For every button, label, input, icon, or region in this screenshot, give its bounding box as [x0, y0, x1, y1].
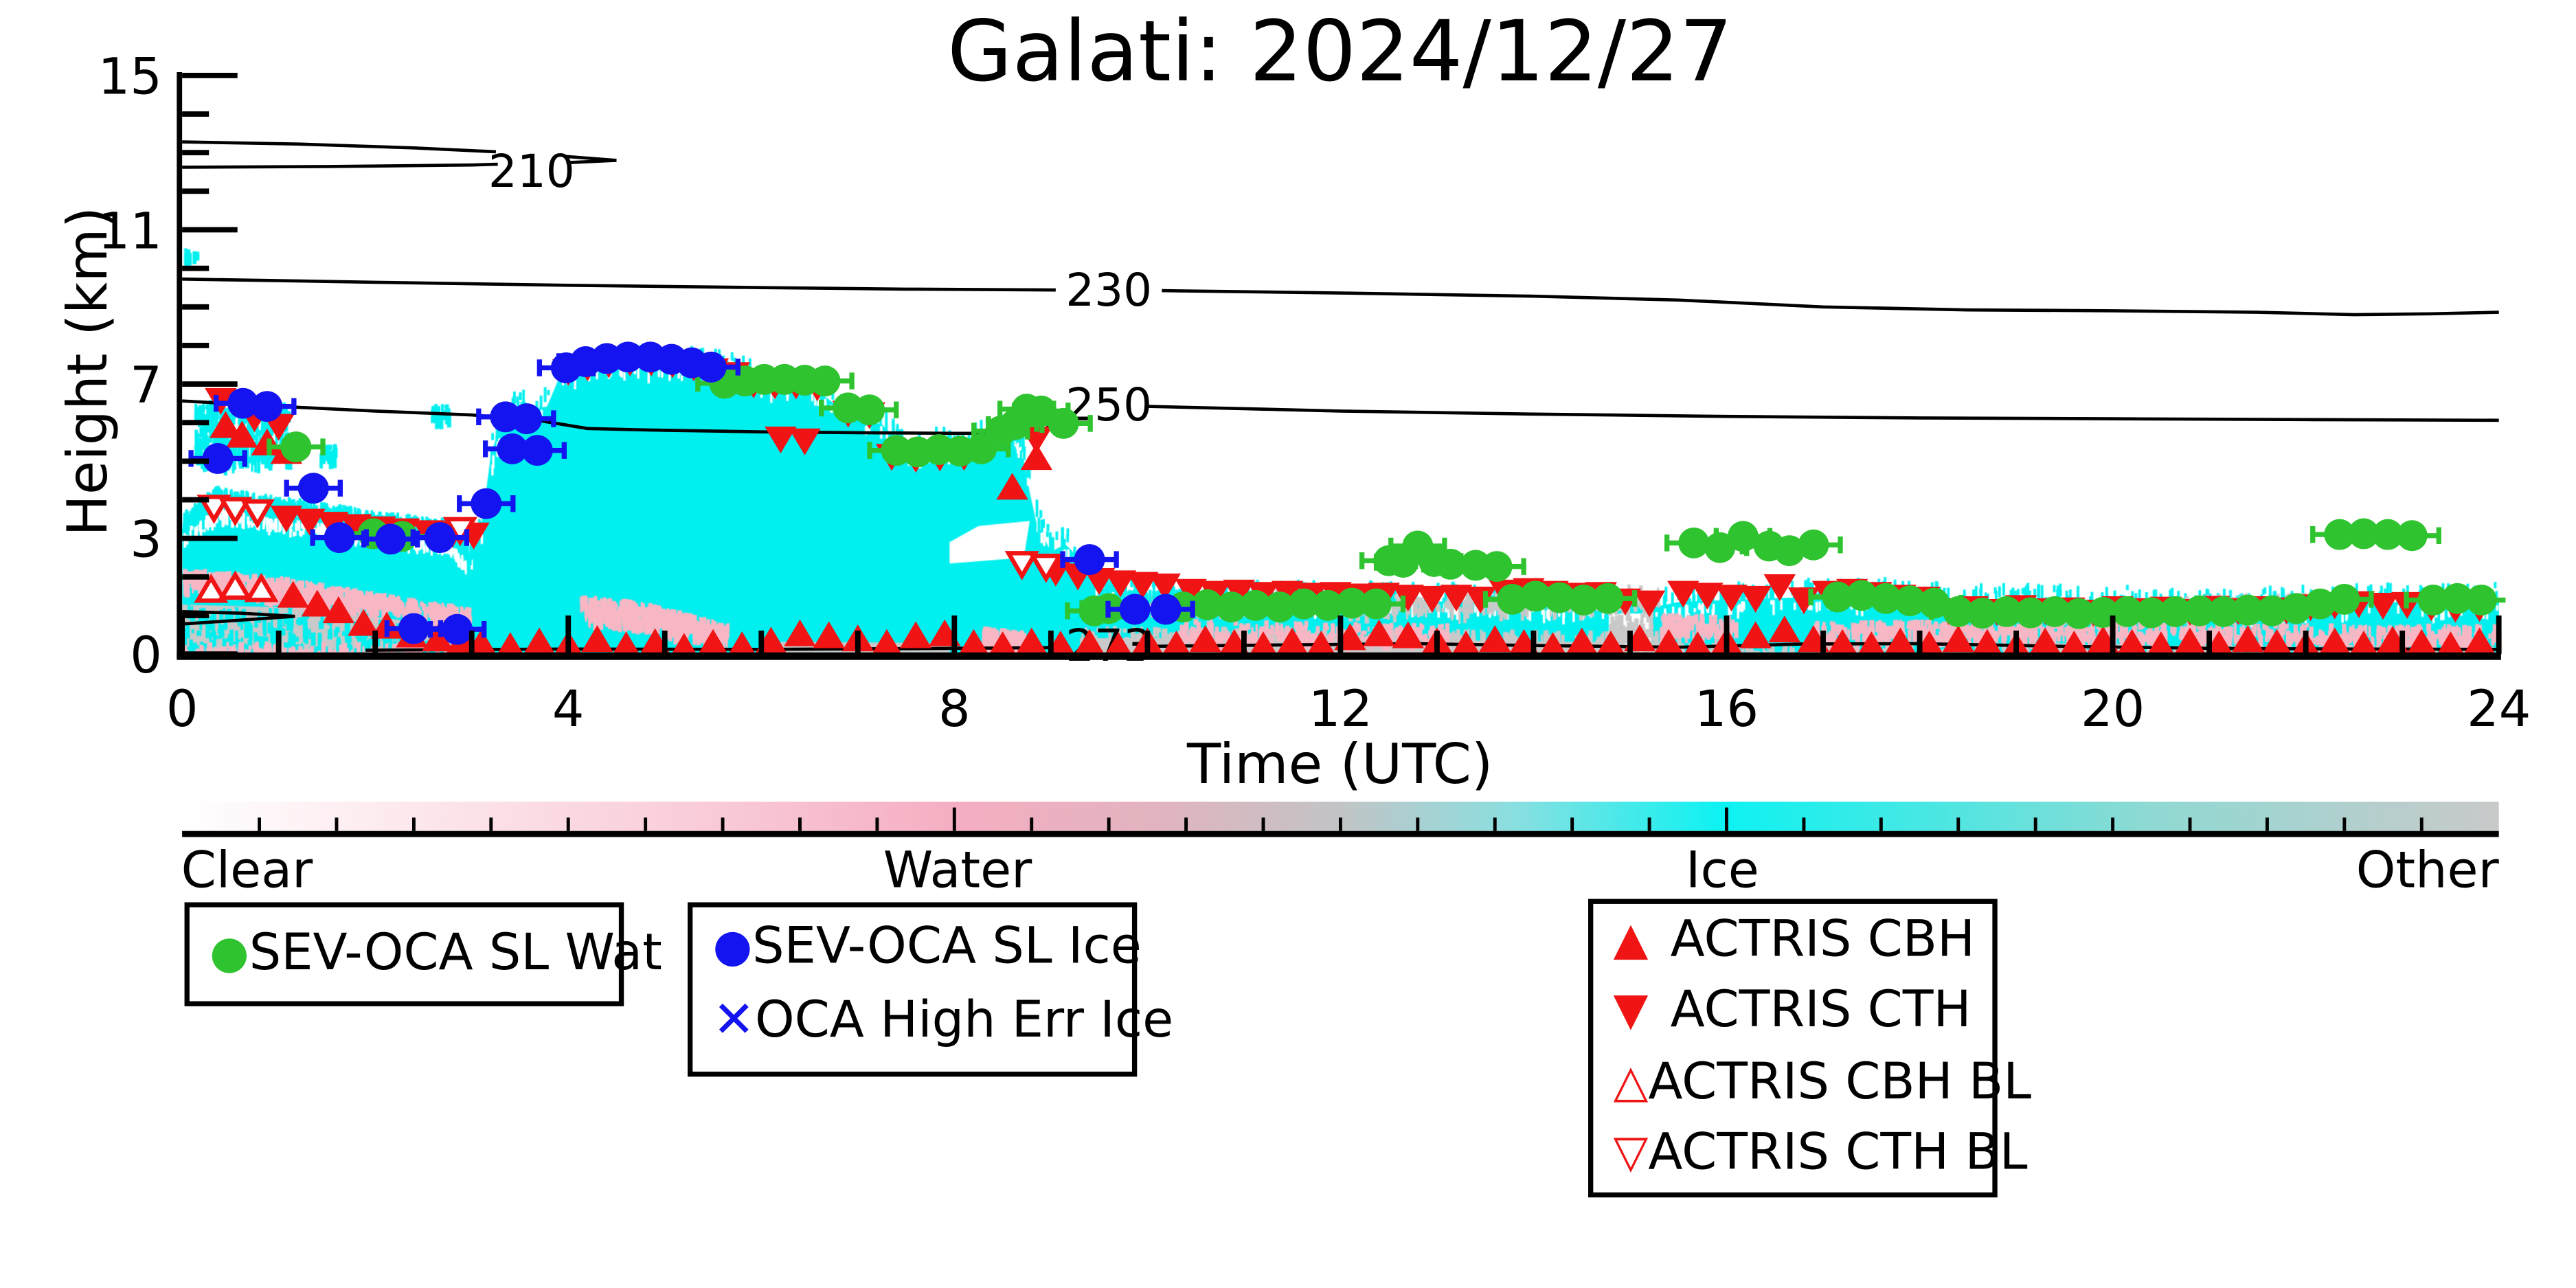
chart-title: Galati: 2024/12/27	[947, 3, 1733, 101]
contour-line-230	[1162, 289, 2499, 317]
series-sev-oca-sl-ice	[188, 341, 1195, 645]
legend-item: ● SEV-OCA SL Ice	[712, 909, 1142, 982]
axes: 0 4 8 12 16 20 24 0 3 7 11 15	[98, 48, 2531, 738]
y-tick-label: 3	[130, 511, 162, 569]
legend-item: ▽ ACTRIS CTH BL	[1613, 1118, 2028, 1189]
legend-item-label: SEV-OCA SL Ice	[752, 916, 1142, 975]
legend-item: ✕ OCA High Err Ice	[712, 984, 1174, 1057]
contour-line-273	[182, 610, 295, 618]
contour-label-210: 210	[488, 145, 575, 198]
legend-item-label: ACTRIS CTH BL	[1648, 1124, 2028, 1183]
y-axis-label: Height (km)	[54, 206, 120, 536]
scatter-series	[188, 341, 2506, 660]
x-tick-label: 8	[938, 680, 971, 738]
series-actris-cth	[205, 349, 2496, 627]
legend-item-label: ACTRIS CBH	[1670, 910, 1976, 969]
x-tick-label: 4	[552, 680, 585, 738]
legend-box-actris: ▲ ACTRIS CBH ▼ ACTRIS CTH △ ACTRIS CBH BL ▽ ACT…	[1588, 899, 2031, 1198]
legend-item-label: ACTRIS CBH BL	[1648, 1052, 2032, 1112]
y-tick-label: 15	[98, 48, 162, 106]
x-axis-spine	[177, 652, 2501, 660]
x-tick-label: 0	[166, 680, 199, 738]
contour-line-230	[182, 277, 1056, 292]
contour-line-210	[182, 140, 497, 154]
triangle-down-red-icon: ▼	[1613, 984, 1649, 1037]
series-sev-oca-sl-wat	[267, 363, 2506, 629]
series-actris-cbh-bl	[194, 570, 279, 603]
x-blue-icon: ✕	[712, 990, 755, 1050]
y-tick-label: 7	[130, 357, 162, 415]
legend-item: △ ACTRIS CBH BL	[1613, 1046, 2031, 1118]
x-tick-label: 16	[1695, 680, 1759, 738]
x-tick-label: 24	[2467, 680, 2531, 738]
x-axis-label: Time (UTC)	[1187, 731, 1493, 797]
legend-item: ● SEV-OCA SL Wat	[210, 917, 662, 989]
circle-green-icon: ●	[210, 927, 249, 980]
legend-item-label: ACTRIS CTH	[1670, 981, 1971, 1041]
classification-colorbar	[182, 801, 2499, 837]
legend-item: ▼ ACTRIS CTH	[1614, 975, 1993, 1047]
triangle-up-red-icon: ▲	[1613, 913, 1649, 966]
colorbar-label-clear: Clear	[181, 841, 313, 901]
triangle-up-open-red-icon: △	[1613, 1056, 1649, 1109]
contour-line-273	[181, 614, 295, 626]
colorbar-label-water: Water	[883, 841, 1032, 901]
circle-blue-icon: ●	[712, 920, 753, 972]
y-tick-label: 11	[98, 202, 162, 260]
legend-box-sevoca-ice: ● SEV-OCA SL Ice ✕ OCA High Err Ice	[687, 902, 1174, 1077]
contour-line-250	[182, 399, 1071, 436]
contour-line-250	[1147, 405, 2499, 422]
contour-label-230: 230	[1065, 264, 1152, 317]
legend-box-sevoca-wat: ● SEV-OCA SL Wat	[184, 902, 662, 1006]
contour-line-210	[566, 159, 617, 165]
triangle-down-open-red-icon: ▽	[1613, 1127, 1649, 1179]
legend-item-label: SEV-OCA SL Wat	[249, 924, 662, 983]
x-tick-label: 20	[2081, 680, 2145, 738]
contour-line-210	[182, 162, 498, 169]
series-actris-cth-bl	[196, 495, 1063, 583]
colorbar-label-other: Other	[2355, 841, 2499, 901]
colorbar-label-ice: Ice	[1685, 841, 1759, 901]
x-tick-label: 12	[1309, 680, 1372, 738]
legend-item-label: OCA High Err Ice	[754, 991, 1174, 1050]
y-tick-label: 0	[130, 626, 162, 685]
y-axis-spine	[177, 71, 183, 658]
legend-item: ▲ ACTRIS CBH	[1614, 904, 1993, 975]
